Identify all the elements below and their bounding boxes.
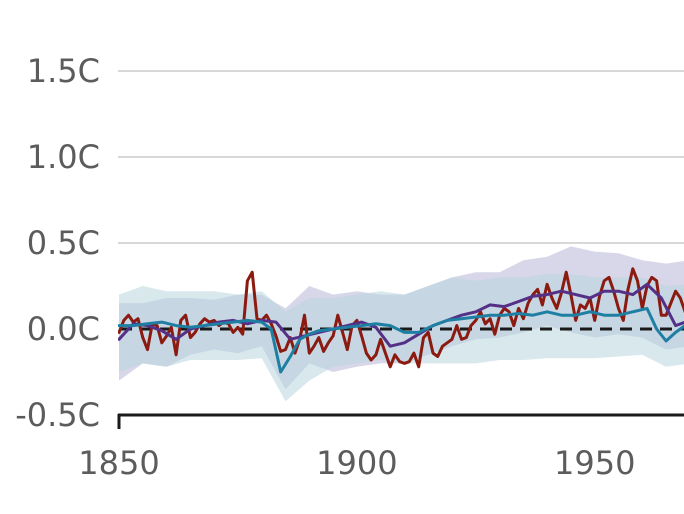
y-tick-label: 1.0C — [27, 138, 100, 176]
x-tick-label: 1850 — [78, 444, 159, 482]
x-tick-labels: 1850 1900 1950 — [78, 444, 635, 482]
y-tick-label: -0.5C — [15, 396, 100, 434]
x-tick-label: 1900 — [316, 444, 397, 482]
y-tick-labels: 1.5C 1.0C 0.5C 0.0C -0.5C — [15, 52, 100, 434]
axes — [117, 413, 684, 429]
x-tick-label: 1950 — [554, 444, 635, 482]
y-tick-label: 0.0C — [27, 310, 100, 348]
series-line-2 — [118, 306, 684, 374]
series-lines — [118, 267, 684, 374]
gridlines — [118, 70, 684, 244]
y-tick-label: 0.5C — [27, 224, 100, 262]
y-tick-label: 1.5C — [27, 52, 100, 90]
